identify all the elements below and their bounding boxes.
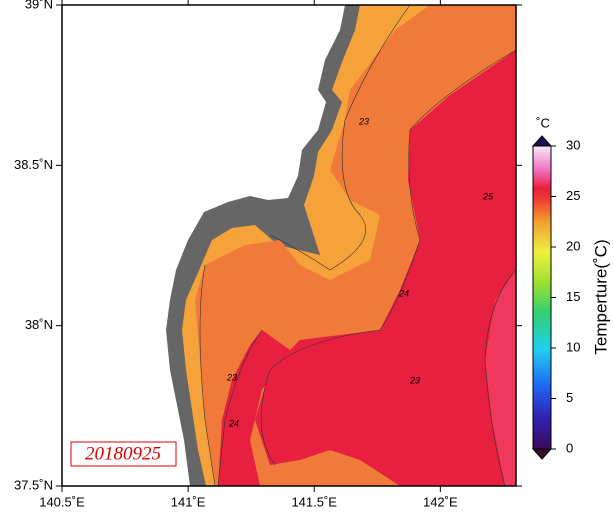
colorbar-tick-label: 10 — [566, 339, 580, 354]
colorbar-tick-label: 30 — [566, 137, 580, 152]
contours — [199, 5, 516, 486]
sst-field — [62, 5, 516, 486]
y-tick-label: 38.5˚N — [14, 157, 53, 172]
map-frame — [61, 4, 517, 487]
colorbar-tick-label: 25 — [566, 188, 580, 203]
date-box — [70, 441, 177, 467]
x-tick-label: 141˚E — [171, 494, 206, 509]
colorbar-top — [531, 135, 553, 147]
x-tick-label: 142˚E — [423, 494, 458, 509]
colorbar-tick-label: 5 — [566, 390, 573, 405]
colorbar — [532, 145, 552, 450]
contour-label: 24 — [228, 418, 239, 428]
y-tick-label: 38˚N — [25, 317, 53, 332]
ocean-hottest — [485, 270, 516, 486]
colorbar-title: Temperture(˚C) — [591, 239, 610, 354]
colorbar-tick-label: 0 — [566, 440, 573, 455]
contour-label: 24 — [398, 288, 409, 298]
contour-label: 23 — [409, 375, 420, 385]
x-tick-label: 140.5˚E — [39, 494, 85, 509]
x-tick-label: 141.5˚E — [291, 494, 337, 509]
date-label: 20180925 — [85, 443, 161, 464]
colorbar-unit: ˚C — [536, 115, 550, 130]
y-tick-label: 37.5˚N — [14, 477, 53, 492]
y-tick-label: 39˚N — [25, 0, 53, 11]
colorbar-tick-label: 15 — [566, 289, 580, 304]
contour-label: 25 — [482, 191, 494, 201]
ocean-hot-inner — [218, 330, 290, 486]
contour-label: 23 — [358, 116, 369, 126]
contour-label: 23 — [226, 372, 237, 382]
ocean-hot — [255, 50, 516, 486]
colorbar-bottom — [531, 448, 553, 460]
colorbar-tick-label: 20 — [566, 238, 580, 253]
